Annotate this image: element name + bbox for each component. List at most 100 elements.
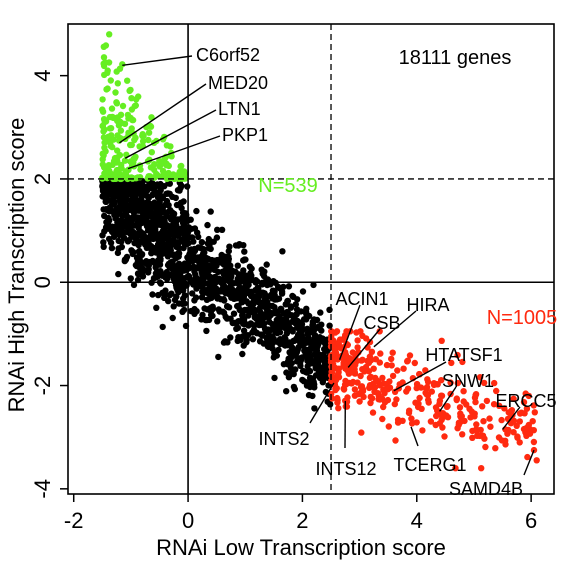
- data-point: [282, 342, 288, 348]
- data-point: [112, 89, 118, 95]
- data-point: [203, 328, 209, 334]
- data-point: [103, 42, 109, 48]
- data-point: [160, 246, 166, 252]
- y-tick-label: -4: [30, 479, 55, 499]
- data-point: [344, 394, 350, 400]
- data-point: [358, 384, 364, 390]
- gene-label: ERCC5: [495, 391, 556, 411]
- data-point: [205, 240, 211, 246]
- data-point: [237, 307, 243, 313]
- data-point: [208, 308, 214, 314]
- data-point: [350, 379, 356, 385]
- data-point: [180, 217, 186, 223]
- data-point: [206, 290, 212, 296]
- data-point: [288, 305, 294, 311]
- data-point: [209, 257, 215, 263]
- data-point: [457, 404, 463, 410]
- data-point: [170, 315, 176, 321]
- x-tick-label: 2: [296, 508, 308, 533]
- data-point: [473, 421, 479, 427]
- data-point: [115, 80, 121, 86]
- data-point: [315, 323, 321, 329]
- data-point: [291, 384, 297, 390]
- data-point: [156, 205, 162, 211]
- data-point: [109, 105, 115, 111]
- data-point: [354, 337, 360, 343]
- gene-label: ACIN1: [335, 289, 388, 309]
- data-point: [173, 225, 179, 231]
- data-point: [105, 216, 111, 222]
- data-point: [118, 127, 124, 133]
- data-point: [191, 297, 197, 303]
- data-point: [131, 200, 137, 206]
- data-point: [386, 378, 392, 384]
- data-point: [227, 334, 233, 340]
- data-point: [175, 283, 181, 289]
- data-point: [104, 190, 110, 196]
- gene-label: SAMD4B: [449, 479, 523, 499]
- data-point: [204, 297, 210, 303]
- data-point: [198, 245, 204, 251]
- data-point: [305, 334, 311, 340]
- data-point: [118, 165, 124, 171]
- data-point: [139, 230, 145, 236]
- data-point: [300, 368, 306, 374]
- data-point: [326, 323, 332, 329]
- data-point: [439, 424, 445, 430]
- data-point: [172, 252, 178, 258]
- data-point: [260, 315, 266, 321]
- data-point: [193, 208, 199, 214]
- data-point: [136, 253, 142, 259]
- data-point: [258, 322, 264, 328]
- data-point: [128, 247, 134, 253]
- data-point: [332, 387, 338, 393]
- data-point: [111, 115, 117, 121]
- data-point: [329, 395, 335, 401]
- data-point: [334, 399, 340, 405]
- data-point: [107, 125, 113, 131]
- data-point: [147, 259, 153, 265]
- data-point: [286, 283, 292, 289]
- data-point: [243, 333, 249, 339]
- data-point: [184, 183, 190, 189]
- data-point: [145, 194, 151, 200]
- gene-label: C6orf52: [196, 45, 260, 65]
- data-point: [534, 457, 540, 463]
- data-point: [129, 106, 135, 112]
- data-point: [161, 295, 167, 301]
- data-point: [281, 361, 287, 367]
- data-point: [203, 255, 209, 261]
- data-point: [140, 138, 146, 144]
- points-layer: [99, 31, 540, 471]
- data-point: [349, 369, 355, 375]
- data-point: [314, 355, 320, 361]
- data-point: [441, 433, 447, 439]
- data-point: [228, 273, 234, 279]
- data-point: [104, 85, 110, 91]
- callout-line: [524, 450, 534, 475]
- data-point: [201, 275, 207, 281]
- data-point: [218, 296, 224, 302]
- data-point: [122, 258, 128, 264]
- data-point: [152, 211, 158, 217]
- data-point: [308, 346, 314, 352]
- data-point: [158, 187, 164, 193]
- data-point: [463, 401, 469, 407]
- data-point: [99, 96, 105, 102]
- data-point: [407, 352, 413, 358]
- data-point: [424, 384, 430, 390]
- data-point: [486, 415, 492, 421]
- data-point: [101, 228, 107, 234]
- data-point: [329, 366, 335, 372]
- data-point: [329, 356, 335, 362]
- data-point: [317, 309, 323, 315]
- y-tick-label: -2: [30, 376, 55, 396]
- data-point: [236, 286, 242, 292]
- data-point: [153, 305, 159, 311]
- data-point: [138, 205, 144, 211]
- data-point: [481, 436, 487, 442]
- data-point: [124, 78, 130, 84]
- data-point: [112, 199, 118, 205]
- data-point: [106, 163, 112, 169]
